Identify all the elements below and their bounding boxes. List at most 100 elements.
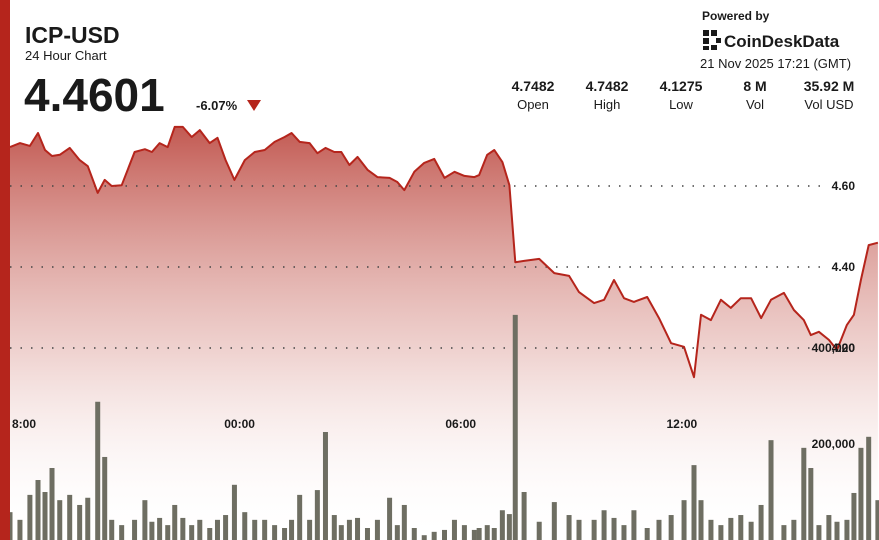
volume-bar [521, 492, 527, 540]
x-tick-label: 06:00 [445, 417, 476, 431]
volume-bar [252, 519, 258, 540]
volume-bar [738, 515, 744, 540]
volume-bar [364, 528, 370, 540]
volume-bar [394, 525, 400, 540]
volume-bar [758, 504, 764, 540]
volume-bar [834, 521, 840, 540]
volume-bar [102, 456, 108, 540]
volume-bar [601, 510, 607, 540]
x-tick-label: 8:00 [12, 417, 36, 431]
volume-bar [157, 517, 163, 540]
volume-bar [109, 519, 115, 540]
volume-bar [506, 514, 512, 540]
y2-tick-label: 200,000 [812, 437, 856, 451]
volume-bar [728, 517, 734, 540]
volume-bar [27, 494, 33, 540]
logo-text: CoinDeskData [724, 32, 840, 51]
price-area [10, 126, 878, 540]
change: -6.07% [196, 98, 238, 113]
volume-bar [566, 515, 572, 540]
volume-bar [748, 521, 754, 540]
volume-bar [401, 504, 407, 540]
volume-bar [431, 531, 437, 540]
chart-subtitle: 24 Hour Chart [25, 48, 107, 63]
volume-bar [231, 484, 237, 540]
volume-bar [826, 515, 832, 540]
stat-label: Vol USD [804, 97, 853, 112]
volume-bar [307, 519, 313, 540]
volume-bar [42, 492, 48, 540]
volume-bar [512, 314, 518, 540]
volume-bar [214, 519, 220, 540]
volume-bar [207, 528, 213, 540]
volume-bar [844, 519, 850, 540]
accent-bar [0, 0, 10, 540]
volume-bar [262, 519, 268, 540]
stat-label: Vol [746, 97, 764, 112]
timestamp: 21 Nov 2025 17:21 (GMT) [700, 56, 851, 71]
volume-bar [57, 500, 63, 540]
volume-bar [718, 525, 724, 540]
volume-bar [808, 468, 814, 540]
stat-label: Low [669, 97, 693, 112]
y-tick-label: 4.40 [832, 260, 856, 274]
volume-bar [77, 504, 83, 540]
volume-bar [536, 521, 542, 540]
volume-bar [189, 525, 195, 540]
volume-bar [355, 517, 361, 540]
volume-bar [451, 519, 457, 540]
volume-bar [631, 510, 637, 540]
powered-by: Powered by [702, 9, 770, 23]
logo-icon [703, 30, 721, 50]
volume-bar [338, 525, 344, 540]
volume-bar [132, 519, 138, 540]
y-tick-label: 4.20 [832, 341, 856, 355]
volume-bar [149, 521, 155, 540]
down-arrow [247, 100, 261, 111]
volume-bar [791, 519, 797, 540]
volume-bar [499, 510, 505, 540]
volume-bar [708, 519, 714, 540]
x-tick-label: 00:00 [224, 417, 255, 431]
volume-bar [282, 528, 288, 540]
chart-title: ICP-USD [25, 22, 120, 48]
volume-bar [471, 529, 477, 540]
volume-bar [172, 504, 178, 540]
volume-bar [67, 494, 73, 540]
volume-bar [223, 515, 229, 540]
volume-bar [17, 519, 23, 540]
stat-value: 4.1275 [660, 78, 703, 94]
volume-bar [461, 525, 467, 540]
volume-bar [621, 525, 627, 540]
volume-bar [346, 519, 352, 540]
stat-value: 4.7482 [512, 78, 555, 94]
volume-bar [801, 447, 807, 540]
volume-bar [242, 512, 248, 540]
y-tick-label: 4.60 [832, 179, 856, 193]
volume-bar [180, 517, 186, 540]
volume-bar [611, 517, 617, 540]
volume-bar [142, 500, 148, 540]
stats: 4.7482 Open 4.7482 High 4.1275 Low 8 M Vol 35.92… [512, 78, 855, 112]
volume-bar [442, 529, 447, 540]
volume-bar [816, 525, 822, 540]
volume-bar [85, 497, 91, 540]
stat-value: 8 M [743, 78, 766, 94]
volume-bar [668, 515, 674, 540]
volume-bar [866, 436, 872, 540]
volume-bar [484, 525, 490, 540]
volume-bar [591, 519, 597, 540]
volume-bar [851, 492, 857, 540]
volume-bar [476, 528, 482, 540]
volume-bar [681, 500, 687, 540]
volume-bar [411, 528, 417, 540]
volume-bar [656, 519, 662, 540]
volume-bar [374, 519, 380, 540]
stat-value: 35.92 M [804, 78, 855, 94]
stat-label: High [594, 97, 621, 112]
volume-bar [314, 490, 320, 540]
volume-bar [781, 525, 787, 540]
volume-bar [49, 468, 55, 540]
volume-bar [272, 525, 278, 540]
volume-bar [331, 515, 337, 540]
